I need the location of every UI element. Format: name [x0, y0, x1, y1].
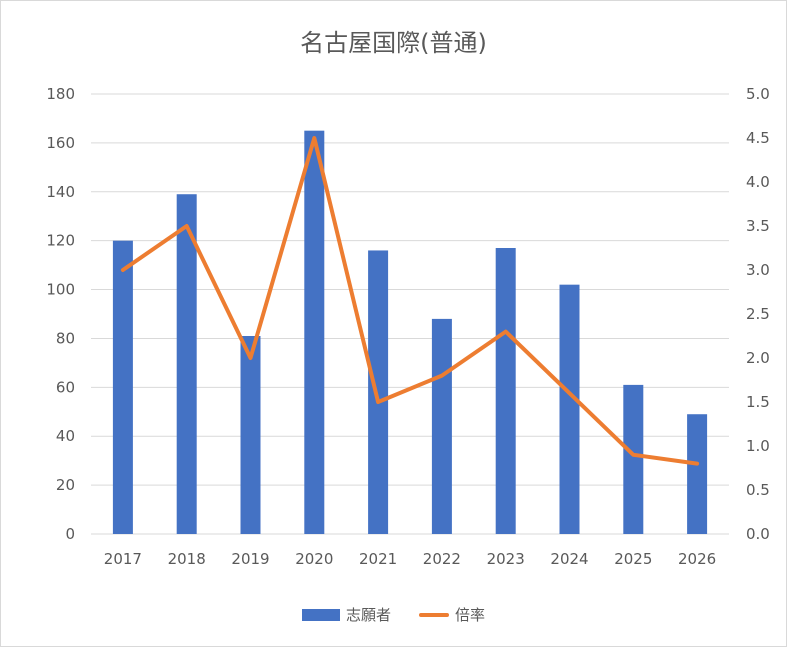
bar — [687, 414, 707, 534]
x-tick-label: 2022 — [423, 550, 461, 568]
x-tick-label: 2019 — [231, 550, 269, 568]
legend-label-ratio: 倍率 — [455, 604, 485, 625]
bar — [304, 131, 324, 534]
x-tick-label: 2023 — [487, 550, 525, 568]
x-tick-label: 2025 — [614, 550, 652, 568]
y-right-tick-label: 4.0 — [746, 173, 770, 191]
x-tick-label: 2020 — [295, 550, 333, 568]
legend: 志願者 倍率 — [1, 604, 786, 625]
y-right-tick-label: 1.5 — [746, 393, 770, 411]
y-left-tick-label: 140 — [46, 183, 75, 201]
bar — [368, 250, 388, 534]
y-left-tick-label: 60 — [56, 378, 75, 396]
y-right-tick-label: 2.5 — [746, 305, 770, 323]
legend-label-applicants: 志願者 — [346, 604, 391, 625]
x-tick-label: 2026 — [678, 550, 716, 568]
x-tick-label: 2017 — [104, 550, 142, 568]
y-right-tick-label: 5.0 — [746, 85, 770, 103]
bar — [241, 336, 261, 534]
y-right-tick-label: 2.0 — [746, 349, 770, 367]
bar — [177, 194, 197, 534]
legend-swatch-line — [419, 613, 449, 617]
y-right-tick-label: 4.5 — [746, 129, 770, 147]
bar — [623, 385, 643, 534]
y-right-tick-label: 3.5 — [746, 217, 770, 235]
y-left-tick-label: 180 — [46, 85, 75, 103]
y-right-tick-label: 0.5 — [746, 481, 770, 499]
y-left-tick-label: 20 — [56, 476, 75, 494]
ratio-line — [123, 138, 697, 464]
x-tick-label: 2018 — [168, 550, 206, 568]
y-right-tick-label: 0.0 — [746, 525, 770, 543]
bar — [496, 248, 516, 534]
y-left-tick-label: 120 — [46, 232, 75, 250]
legend-item-applicants: 志願者 — [302, 604, 391, 625]
y-left-tick-label: 80 — [56, 329, 75, 347]
y-right-tick-label: 1.0 — [746, 437, 770, 455]
bar — [560, 285, 580, 534]
y-left-tick-label: 40 — [56, 427, 75, 445]
x-tick-label: 2024 — [550, 550, 588, 568]
legend-item-ratio: 倍率 — [419, 604, 485, 625]
y-left-tick-label: 0 — [65, 525, 75, 543]
y-left-tick-label: 100 — [46, 281, 75, 299]
y-right-tick-label: 3.0 — [746, 261, 770, 279]
bar — [432, 319, 452, 534]
bar — [113, 241, 133, 534]
y-left-tick-label: 160 — [46, 134, 75, 152]
legend-swatch-bar — [302, 609, 340, 621]
x-tick-label: 2021 — [359, 550, 397, 568]
